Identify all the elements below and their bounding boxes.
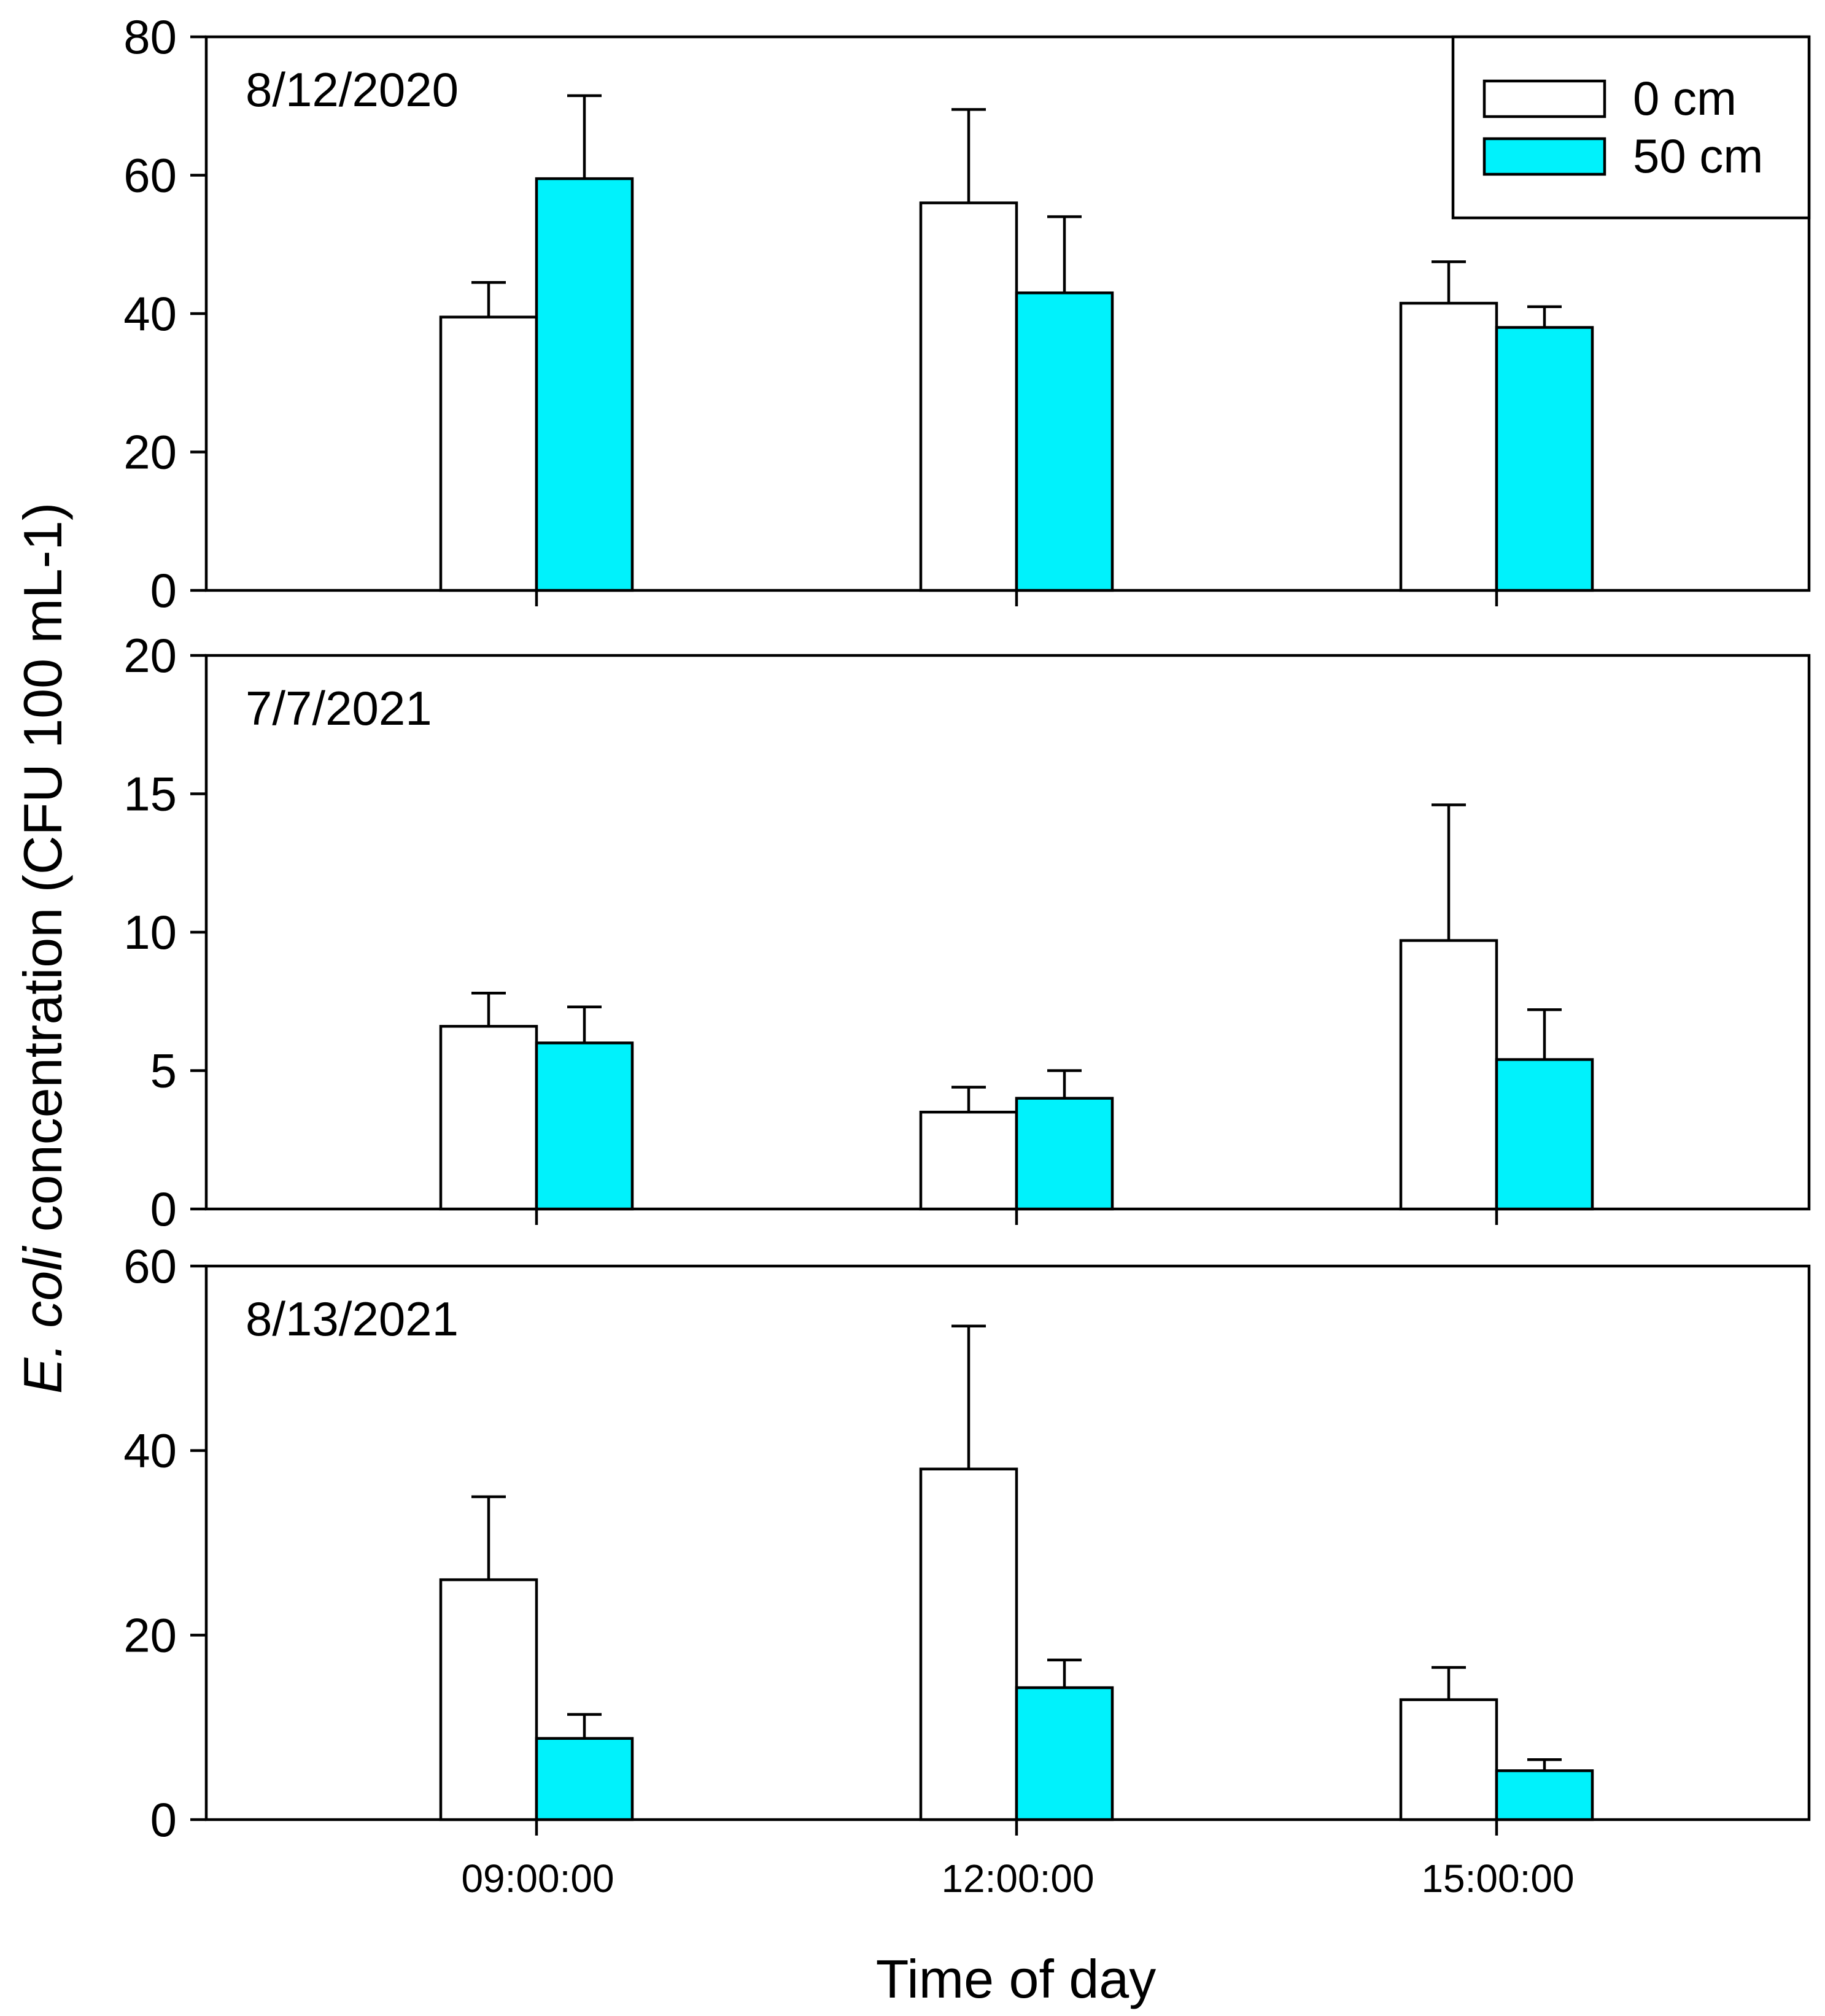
y-tick-label: 40 — [123, 287, 177, 341]
y-tick-label: 20 — [123, 628, 177, 682]
y-tick-label: 0 — [150, 1182, 177, 1236]
y-tick-label: 40 — [123, 1424, 177, 1478]
bar — [439, 1578, 538, 1821]
legend-label: 0 cm — [1633, 71, 1737, 125]
legend-box — [1451, 35, 1811, 220]
bar — [919, 1467, 1018, 1821]
x-tick-label: 09:00:00 — [461, 1856, 614, 1901]
panel-date-label: 8/12/2020 — [246, 63, 459, 117]
y-axis-title-italic: E. coli — [12, 1245, 73, 1394]
legend-swatch — [1482, 137, 1606, 176]
panels: 0 20 40 60 80 8/12/2020 0 5 10 15 20 7/7/2021 0 20 40 6… — [123, 10, 1811, 1901]
y-tick-label: 60 — [123, 149, 177, 203]
bar — [535, 1041, 634, 1211]
bar — [919, 1110, 1018, 1211]
y-axis-title: E. coli concentration (CFU 100 mL-1) — [12, 503, 73, 1394]
x-tick-label: 15:00:00 — [1421, 1856, 1574, 1901]
bar — [1015, 291, 1114, 592]
panel-3: 0 20 40 60 8/13/2021 09:00:00 12:00:00 15:00:00 — [123, 1239, 1811, 1901]
bar — [1399, 1698, 1498, 1821]
bar — [919, 201, 1018, 592]
bar — [1495, 1769, 1594, 1821]
panel-date-label: 7/7/2021 — [246, 681, 432, 735]
y-tick-label: 5 — [150, 1044, 177, 1098]
y-tick-label: 15 — [123, 767, 177, 821]
bar — [439, 1025, 538, 1211]
bar — [1495, 326, 1594, 592]
bar — [1015, 1097, 1114, 1211]
bar — [1399, 939, 1498, 1211]
y-tick-label: 60 — [123, 1239, 177, 1293]
y-tick-label: 10 — [123, 905, 177, 959]
panel-1: 0 20 40 60 80 8/12/2020 — [123, 10, 1811, 617]
bar — [1015, 1686, 1114, 1821]
bar — [535, 177, 634, 592]
y-tick-label: 20 — [123, 425, 177, 479]
bar — [439, 315, 538, 592]
bar — [1399, 301, 1498, 592]
y-tick-label: 0 — [150, 1793, 177, 1847]
y-tick-label: 80 — [123, 10, 177, 64]
panel-date-label: 8/13/2021 — [246, 1292, 459, 1346]
y-axis-title-rest: concentration (CFU 100 mL-1) — [12, 503, 73, 1247]
panel-2: 0 5 10 15 20 7/7/2021 — [123, 628, 1811, 1236]
bar — [1495, 1058, 1594, 1211]
x-axis-title: Time of day — [876, 1948, 1156, 2009]
y-tick-label: 20 — [123, 1608, 177, 1662]
legend-swatch — [1482, 79, 1606, 118]
legend-label: 50 cm — [1633, 129, 1763, 183]
bar — [535, 1737, 634, 1821]
x-tick-label: 12:00:00 — [941, 1856, 1094, 1901]
y-tick-label: 0 — [150, 563, 177, 617]
